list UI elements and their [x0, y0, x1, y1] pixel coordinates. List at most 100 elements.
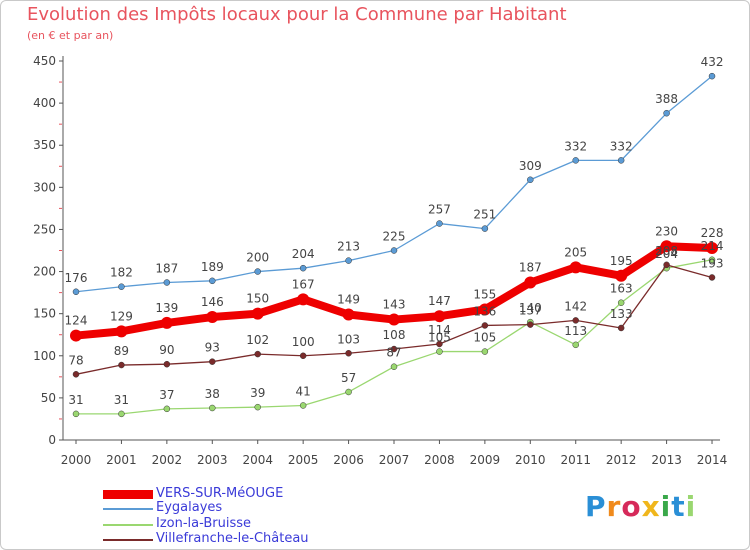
- data-label: 103: [337, 332, 360, 346]
- legend-swatch: [103, 490, 153, 499]
- data-point: [617, 299, 625, 306]
- data-label: 31: [114, 393, 129, 407]
- data-point: [299, 402, 307, 409]
- data-point: [617, 324, 625, 332]
- data-point: [660, 240, 673, 253]
- data-point: [436, 340, 443, 348]
- data-point: [527, 321, 534, 328]
- x-tick-label: 2005: [288, 453, 319, 467]
- data-label: 41: [296, 384, 311, 398]
- data-label: 388: [655, 92, 678, 106]
- data-point: [299, 352, 307, 360]
- logo-letter: t: [671, 490, 686, 523]
- legend-label: Villefranche-le-Château: [156, 531, 309, 546]
- data-point: [254, 268, 261, 275]
- data-label: 176: [65, 271, 88, 285]
- data-label: 332: [610, 139, 633, 153]
- data-point: [615, 269, 628, 282]
- y-tick-label: 0: [48, 433, 56, 447]
- data-point: [436, 348, 443, 355]
- legend-swatch: [103, 524, 153, 526]
- data-label: 182: [110, 266, 133, 280]
- data-point: [345, 388, 352, 396]
- data-point: [572, 157, 579, 164]
- data-point: [72, 410, 80, 418]
- data-point: [209, 277, 216, 285]
- data-point: [342, 308, 355, 321]
- data-label: 230: [655, 224, 678, 238]
- data-point: [118, 283, 125, 290]
- data-label: 146: [201, 295, 224, 309]
- data-label: 136: [473, 304, 496, 318]
- data-point: [388, 313, 401, 326]
- data-point: [115, 325, 128, 338]
- data-point: [345, 257, 352, 264]
- x-tick-label: 2007: [379, 453, 410, 467]
- data-point: [663, 261, 670, 269]
- logo-letter: P: [585, 490, 607, 523]
- data-label: 204: [292, 247, 315, 261]
- data-label: 140: [519, 301, 542, 315]
- data-label: 214: [701, 239, 724, 253]
- legend-swatch: [103, 508, 153, 510]
- x-tick-label: 2000: [61, 453, 92, 467]
- data-label: 89: [114, 344, 129, 358]
- data-label: 114: [428, 323, 451, 337]
- data-point: [390, 247, 398, 254]
- logo-letter: i: [660, 490, 672, 523]
- data-label: 38: [205, 387, 220, 401]
- x-tick-label: 2008: [424, 453, 455, 467]
- data-label: 143: [383, 298, 406, 312]
- data-point: [299, 264, 307, 272]
- data-label: 142: [564, 299, 587, 313]
- data-point: [524, 276, 537, 289]
- data-point: [163, 360, 171, 368]
- data-label: 225: [383, 230, 406, 244]
- data-point: [481, 225, 489, 232]
- data-label: 189: [201, 260, 224, 274]
- data-point: [481, 348, 489, 355]
- logo-letter: o: [621, 490, 642, 523]
- data-point: [390, 363, 398, 370]
- y-tick-label: 300: [33, 180, 56, 194]
- data-point: [209, 404, 216, 412]
- data-label: 147: [428, 294, 451, 308]
- logo-letter: i: [685, 490, 697, 523]
- legend-label: VERS-SUR-MéOUGE: [156, 486, 284, 501]
- x-tick-label: 2001: [106, 453, 137, 467]
- y-tick-label: 150: [33, 307, 56, 321]
- data-label: 113: [564, 324, 587, 338]
- y-tick-label: 350: [33, 138, 56, 152]
- data-label: 251: [473, 208, 496, 222]
- data-label: 100: [292, 335, 315, 349]
- data-point: [297, 293, 310, 306]
- data-point: [163, 405, 171, 413]
- data-label: 124: [65, 314, 88, 328]
- data-point: [251, 307, 264, 320]
- data-point: [708, 256, 716, 264]
- data-point: [481, 322, 489, 329]
- data-point: [163, 279, 171, 286]
- data-point: [254, 403, 261, 411]
- data-point: [527, 176, 534, 184]
- data-label: 78: [68, 353, 83, 367]
- y-tick-label: 200: [33, 265, 56, 279]
- data-label: 139: [155, 301, 178, 315]
- data-label: 187: [155, 262, 178, 276]
- y-tick-label: 400: [33, 96, 56, 110]
- data-point: [160, 316, 173, 329]
- data-label: 133: [610, 307, 633, 321]
- x-tick-label: 2010: [515, 453, 546, 467]
- data-label: 163: [610, 282, 633, 296]
- legend-label: Izon-la-Bruisse: [156, 516, 252, 531]
- proxiti-logo: Proxiti: [585, 490, 696, 523]
- data-label: 309: [519, 159, 542, 173]
- data-point: [433, 310, 446, 323]
- data-label: 105: [428, 331, 451, 345]
- data-point: [209, 358, 216, 365]
- data-point: [572, 341, 579, 349]
- data-label: 200: [246, 251, 269, 265]
- x-tick-label: 2006: [333, 453, 364, 467]
- x-tick-label: 2009: [470, 453, 501, 467]
- data-point: [118, 410, 125, 418]
